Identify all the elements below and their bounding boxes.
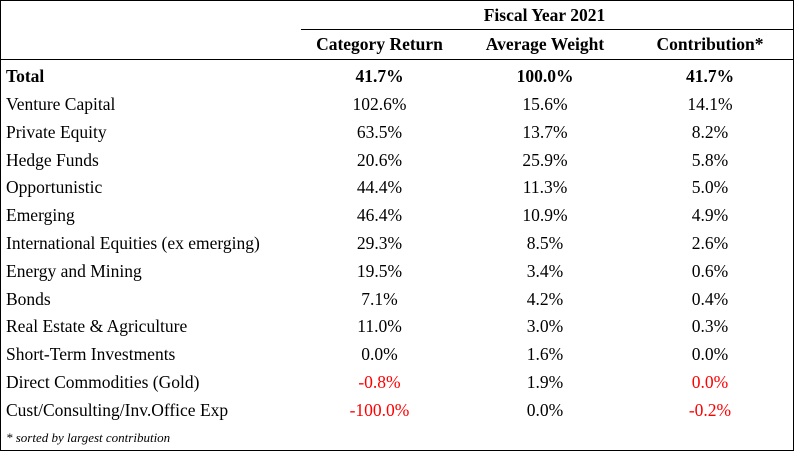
row-label: Direct Commodities (Gold) xyxy=(6,372,200,392)
row-label: Total xyxy=(6,66,45,86)
category-return-value: 102.6% xyxy=(352,94,407,114)
contribution-value: 0.0% xyxy=(691,372,729,392)
table-row: Cust/Consulting/Inv.Office Exp -100.0% 0.0… xyxy=(1,397,793,424)
average-weight-value: 11.3% xyxy=(522,177,568,198)
category-return-value: 29.3% xyxy=(356,233,403,253)
category-return-value: 63.5% xyxy=(356,121,403,142)
row-label: Cust/Consulting/Inv.Office Exp xyxy=(6,399,229,420)
table-row: Emerging 46.4% 10.9% 4.9% xyxy=(1,202,793,229)
category-return-value: 19.5% xyxy=(356,260,403,281)
row-label: Real Estate & Agriculture xyxy=(6,316,188,337)
average-weight-value: 8.5% xyxy=(526,233,564,253)
average-weight-value: 100.0% xyxy=(516,66,574,86)
category-return-value: 0.0% xyxy=(361,344,398,365)
row-label: Bonds xyxy=(6,288,51,309)
table-row: Energy and Mining 19.5% 3.4% 0.6% xyxy=(1,258,793,285)
contribution-value: 0.4% xyxy=(691,288,729,309)
row-label: Opportunistic xyxy=(6,177,103,198)
table-row: International Equities (ex emerging) 29.3… xyxy=(1,230,793,257)
fiscal-year-title: Fiscal Year 2021 xyxy=(483,5,606,25)
contribution-value: 8.2% xyxy=(691,121,729,142)
contribution-value: 4.9% xyxy=(691,205,729,226)
total-row: Total 41.7% 100.0% 41.7% xyxy=(1,63,793,90)
contribution-value: 0.3% xyxy=(691,316,729,337)
col-header-contribution: Contribution* xyxy=(656,34,764,54)
average-weight-value: 0.0% xyxy=(526,399,564,420)
average-weight-value: 13.7% xyxy=(522,121,568,142)
average-weight-value: 10.9% xyxy=(522,205,568,226)
contribution-value: 0.6% xyxy=(691,260,729,281)
table-row: Venture Capital 102.6% 15.6% 14.1% xyxy=(1,91,793,118)
row-label: Energy and Mining xyxy=(6,260,142,281)
category-return-value: 7.1% xyxy=(361,288,398,309)
table-row: Opportunistic 44.4% 11.3% 5.0% xyxy=(1,174,793,201)
footnote: * sorted by largest contribution xyxy=(6,430,171,445)
col-header-category-return: Category Return xyxy=(316,34,443,54)
average-weight-value: 25.9% xyxy=(522,149,568,170)
category-return-value: 46.4% xyxy=(356,205,403,226)
contribution-value: 5.0% xyxy=(691,177,729,198)
contribution-value: 14.1% xyxy=(687,94,733,114)
contribution-value: 41.7% xyxy=(685,66,735,86)
average-weight-value: 15.6% xyxy=(522,94,568,114)
row-label: Venture Capital xyxy=(6,94,116,114)
row-label: International Equities (ex emerging) xyxy=(6,233,260,253)
contribution-value: 0.0% xyxy=(691,344,729,365)
average-weight-value: 1.9% xyxy=(526,372,564,392)
average-weight-value: 4.2% xyxy=(526,288,564,309)
table-row: Bonds 7.1% 4.2% 0.4% xyxy=(1,286,793,313)
header-divider xyxy=(301,29,793,30)
row-label: Hedge Funds xyxy=(6,149,99,170)
category-return-value: 41.7% xyxy=(355,66,404,86)
table-row: Real Estate & Agriculture 11.0% 3.0% 0.3% xyxy=(1,313,793,340)
row-label: Emerging xyxy=(6,205,75,226)
row-label: Short-Term Investments xyxy=(6,344,176,365)
contribution-value: 2.6% xyxy=(691,233,729,253)
contribution-value: 5.8% xyxy=(691,149,729,170)
table-row: Short-Term Investments 0.0% 1.6% 0.0% xyxy=(1,341,793,368)
row-label: Private Equity xyxy=(6,121,107,142)
category-return-value: -0.8% xyxy=(358,372,401,392)
contribution-value: -0.2% xyxy=(688,399,732,420)
category-return-value: 11.0% xyxy=(357,316,402,337)
table-row: Private Equity 63.5% 13.7% 8.2% xyxy=(1,119,793,146)
table-row: Direct Commodities (Gold) -0.8% 1.9% 0.0% xyxy=(1,369,793,396)
column-header-underline xyxy=(1,59,793,60)
category-return-value: 20.6% xyxy=(356,149,403,170)
table-row: Hedge Funds 20.6% 25.9% 5.8% xyxy=(1,147,793,174)
col-header-average-weight: Average Weight xyxy=(485,34,605,54)
category-return-value: -100.0% xyxy=(349,399,410,420)
average-weight-value: 3.0% xyxy=(526,316,564,337)
average-weight-value: 1.6% xyxy=(526,344,564,365)
average-weight-value: 3.4% xyxy=(526,260,564,281)
category-return-value: 44.4% xyxy=(356,177,403,198)
